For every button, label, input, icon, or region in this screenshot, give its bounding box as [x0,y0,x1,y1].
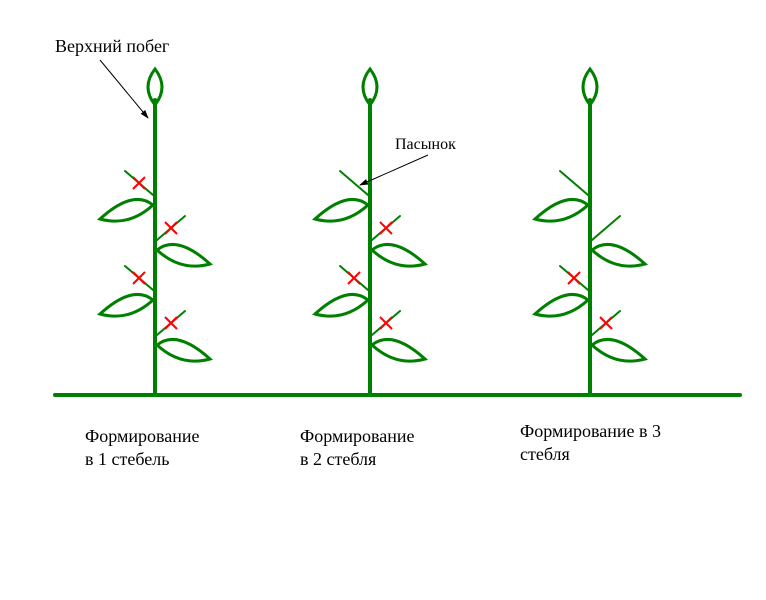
leaf [100,294,153,316]
leaf [372,244,425,266]
leaf [592,339,645,361]
caption-plant-1: Формирование в 1 стебель [85,425,199,470]
caption-plant-2: Формирование в 2 стебля [300,425,414,470]
leaf [157,244,210,266]
leaf [592,244,645,266]
sucker-label: Пасынок [395,135,456,155]
apex-label: Верхний побег [55,35,169,58]
leaf [315,199,368,221]
leaf [100,199,153,221]
leaf [157,339,210,361]
diagram-canvas: Верхний побег Пасынок Формирование в 1 с… [0,0,766,600]
apex-arrow [100,60,148,118]
leaf [535,294,588,316]
leaf [535,199,588,221]
leaf [372,339,425,361]
diagram-svg [0,0,766,600]
caption-plant-3: Формирование в 3 стебля [520,420,661,465]
leaf [315,294,368,316]
side-shoot [560,171,588,195]
side-shoot [592,216,620,240]
